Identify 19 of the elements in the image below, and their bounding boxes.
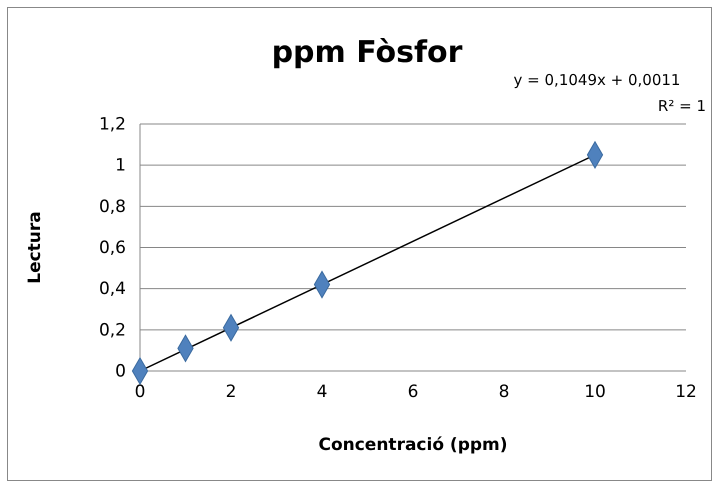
x-tick-label: 6 <box>408 382 418 402</box>
text: R² = 1 <box>658 97 706 115</box>
y-tick-label: 1 <box>115 156 126 176</box>
x-tick-label: 2 <box>226 382 236 402</box>
y-tick-label: 0,6 <box>98 238 126 258</box>
y-tick-label: 1,2 <box>98 114 126 134</box>
text: y = 0,1049x + 0,0011 <box>514 71 680 89</box>
x-tick-label: 8 <box>498 382 510 402</box>
x-tick-label: 0 <box>134 382 146 402</box>
y-tick-label: 0 <box>115 361 126 382</box>
x-tick-label: 10 <box>584 382 606 402</box>
x-tick-label: 12 <box>675 382 697 402</box>
y-tick-label: 0,8 <box>98 196 126 217</box>
y-tick-label: 0,2 <box>98 320 126 340</box>
x-tick-label: 4 <box>316 382 328 402</box>
x-axis-title: Concentració (ppm) <box>318 435 508 455</box>
y-axis-title: Lectura <box>25 211 45 284</box>
chart-title: ppm Fòsfor <box>272 35 463 70</box>
y-tick-label: 0,4 <box>98 279 126 300</box>
